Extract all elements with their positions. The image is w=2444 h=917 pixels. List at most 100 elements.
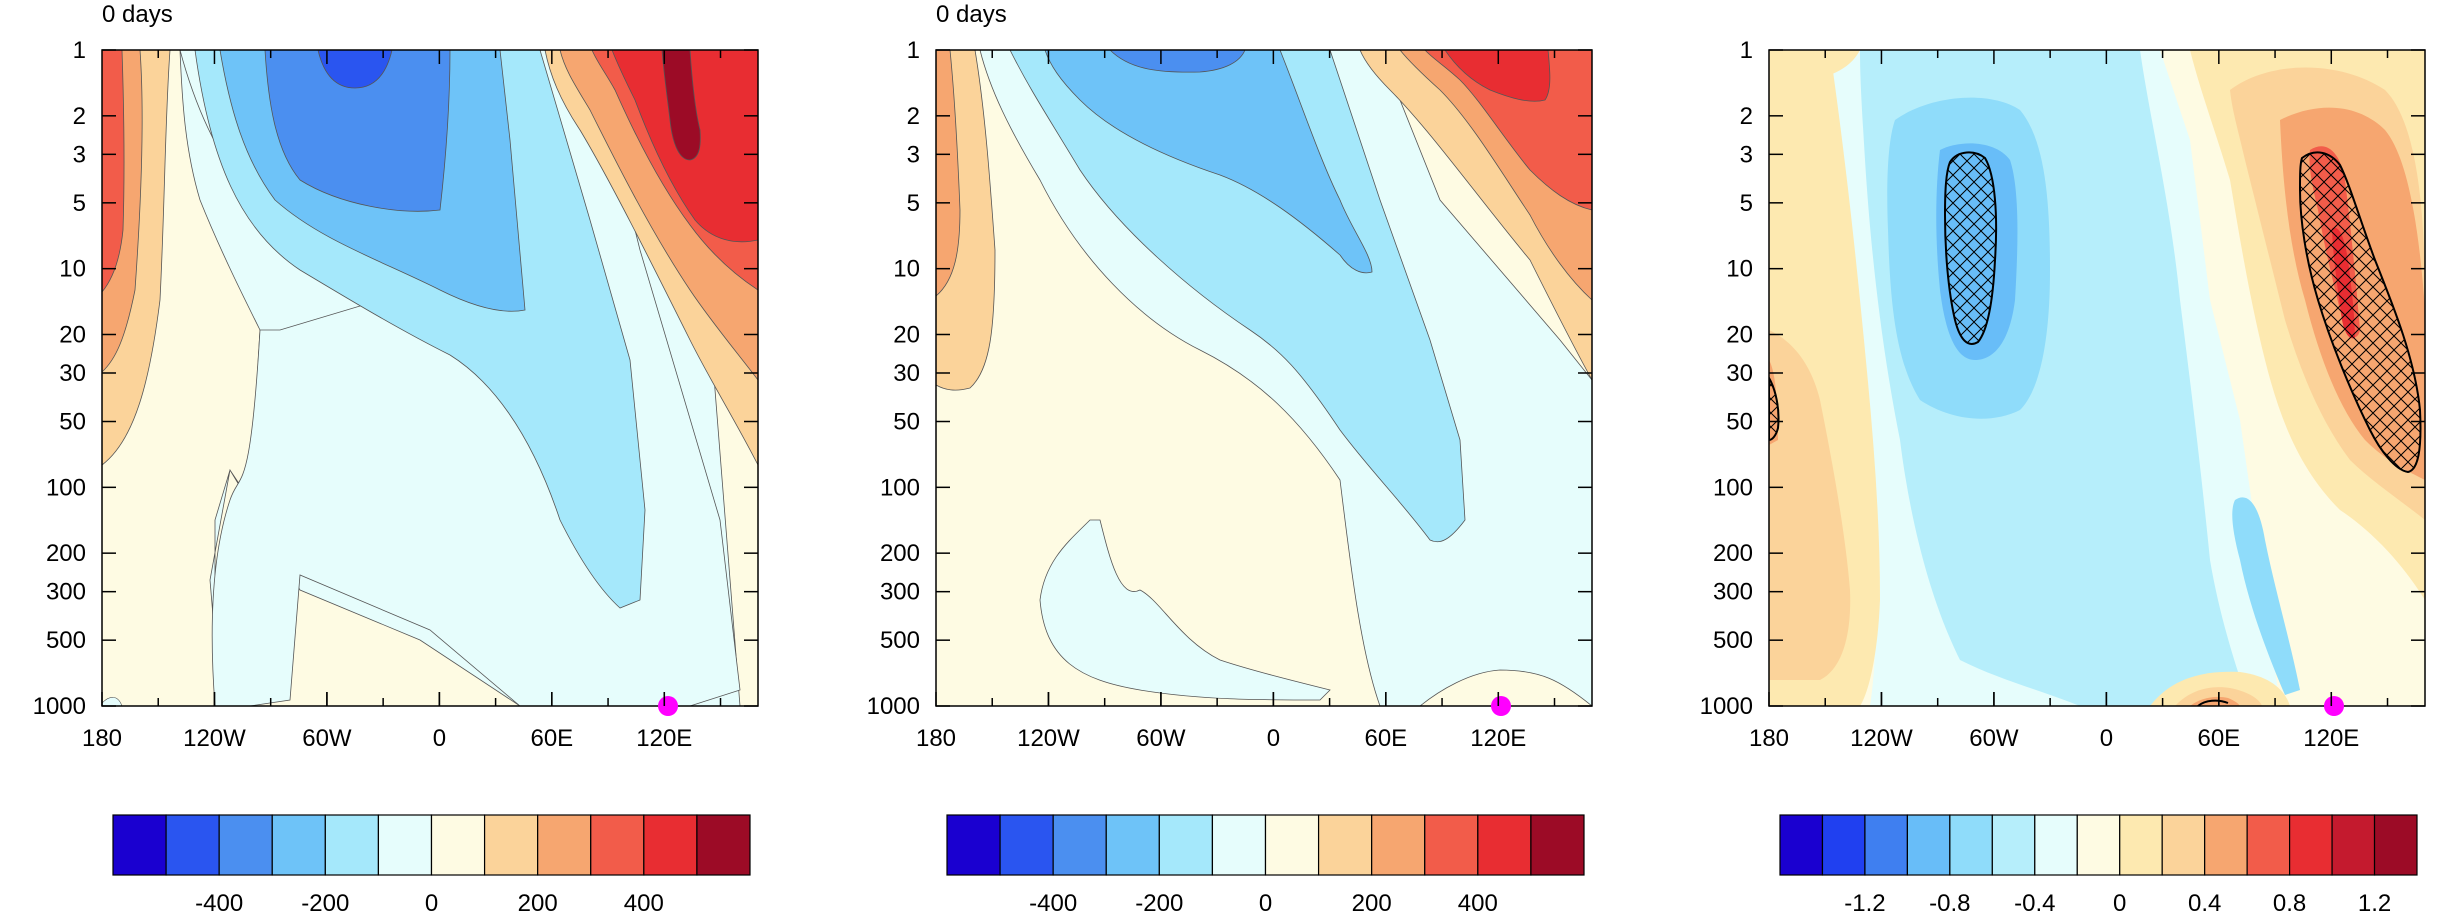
colorbar-swatch xyxy=(2331,814,2376,876)
y-tick-label: 500 xyxy=(880,627,920,654)
colorbar-label: -200 xyxy=(301,890,349,917)
y-tick-label: 1000 xyxy=(867,693,920,720)
colorbar-swatch xyxy=(1991,814,2036,876)
panel-left-title: 0 days xyxy=(102,1,173,28)
colorbar-swatch xyxy=(1264,814,1320,876)
y-tick-label: 1 xyxy=(907,37,920,64)
left-contour-medblue xyxy=(264,50,451,212)
y-tick-label: 30 xyxy=(1726,360,1753,387)
colorbar-label: -1.2 xyxy=(1844,890,1885,917)
x-tick-label: 180 xyxy=(916,725,956,752)
y-tick-label: 100 xyxy=(880,474,920,501)
colorbar-label: 0.4 xyxy=(2188,890,2221,917)
y-tick-label: 10 xyxy=(893,256,920,283)
colorbar-swatch xyxy=(1821,814,1866,876)
y-tick-label: 300 xyxy=(880,579,920,606)
colorbar-swatch xyxy=(1105,814,1160,876)
colorbar-label: 0.8 xyxy=(2273,890,2306,917)
y-tick-label: 300 xyxy=(1713,579,1753,606)
panel-right: 1 2 3 5 10 20 30 50 100 200 300 500 1000 180 120W 60W 0… xyxy=(1700,37,2426,752)
panel-left: 0 days 1 xyxy=(33,1,759,752)
x-tick-label: 60E xyxy=(1364,725,1407,752)
y-tick-label: 3 xyxy=(73,141,86,168)
panel-middle-frame xyxy=(935,49,1593,707)
y-tick-label: 5 xyxy=(73,190,86,217)
panel-right-plot xyxy=(1769,50,2425,706)
colorbar-swatch xyxy=(999,814,1054,876)
x-tick-label: 0 xyxy=(433,725,446,752)
y-tick-label: 500 xyxy=(1713,627,1753,654)
y-tick-label: 1000 xyxy=(1700,693,1753,720)
colorbar-swatch xyxy=(696,814,751,876)
colorbar-label: 400 xyxy=(624,890,664,917)
colorbar-swatch xyxy=(946,814,1001,876)
x-tick-label: 120W xyxy=(183,725,246,752)
panel-left-frame xyxy=(101,49,759,707)
colorbar-label: -400 xyxy=(195,890,243,917)
y-tick-label: 50 xyxy=(893,409,920,436)
panel-left-xticks: 180 120W 60W 0 60E 120E xyxy=(82,50,722,752)
y-tick-label: 20 xyxy=(893,321,920,348)
right-hatch-west xyxy=(1943,151,1998,345)
x-tick-label: 60E xyxy=(530,725,573,752)
y-tick-label: 3 xyxy=(1740,141,1753,168)
y-tick-label: 10 xyxy=(1726,256,1753,283)
colorbar-swatch xyxy=(1211,814,1267,876)
panel-right-xticks: 180 120W 60W 0 60E 120E xyxy=(1749,50,2389,752)
colorbar-swatch xyxy=(430,814,486,876)
middle-contour-paleblue xyxy=(1009,50,1466,543)
y-tick-label: 30 xyxy=(893,360,920,387)
middle-contour-medblue xyxy=(1109,50,1246,73)
colorbar-swatch xyxy=(2246,814,2291,876)
x-tick-label: 120E xyxy=(2303,725,2359,752)
x-tick-label: 120W xyxy=(1017,725,1080,752)
colorbar-swatch xyxy=(271,814,326,876)
colorbar-label: 0 xyxy=(1259,890,1272,917)
panel-right-frame xyxy=(1768,49,2426,707)
colorbar-swatch xyxy=(2289,814,2333,876)
colorbar-swatch xyxy=(218,814,273,876)
panel-middle-plot xyxy=(936,50,1592,706)
right-hatch-east xyxy=(2298,151,2422,474)
middle-contour-crimson xyxy=(1444,50,1551,102)
colorbar-label: 200 xyxy=(518,890,558,917)
panel-left-plot xyxy=(102,50,758,706)
x-tick-label: 180 xyxy=(82,725,122,752)
colorbar-swatch xyxy=(590,814,645,876)
panel-middle-xticks: 180 120W 60W 0 60E 120E xyxy=(916,50,1556,752)
x-tick-label: 0 xyxy=(1267,725,1280,752)
y-tick-label: 200 xyxy=(880,540,920,567)
y-tick-label: 200 xyxy=(1713,540,1753,567)
y-tick-label: 2 xyxy=(907,103,920,130)
left-contour-edge-red xyxy=(102,50,125,293)
x-tick-label: 60W xyxy=(1969,725,2019,752)
panel-right-yticks: 1 2 3 5 10 20 30 50 100 200 300 500 1000 xyxy=(1700,37,2425,720)
y-tick-label: 500 xyxy=(46,627,86,654)
y-tick-label: 1 xyxy=(73,37,86,64)
colorbar-label: 200 xyxy=(1352,890,1392,917)
colorbar-label: -0.8 xyxy=(1929,890,1970,917)
panel-left-marker xyxy=(658,696,678,716)
colorbar-label: -0.4 xyxy=(2014,890,2055,917)
y-tick-label: 100 xyxy=(1713,474,1753,501)
middle-contour-edge-orange xyxy=(936,50,961,297)
colorbar-label: 0 xyxy=(2113,890,2126,917)
colorbar-swatch xyxy=(1158,814,1214,876)
panel-left-yticks: 1 2 3 5 10 20 30 50 100 200 300 500 1000 xyxy=(33,37,758,720)
colorbar-swatch xyxy=(165,814,220,876)
y-tick-label: 2 xyxy=(1740,103,1753,130)
colorbar-swatch xyxy=(643,814,698,876)
panel-right-marker xyxy=(2324,696,2344,716)
colorbar-swatch xyxy=(1317,814,1373,876)
colorbar-left: -400 -200 0 200 400 xyxy=(112,814,751,917)
colorbar-label: 0 xyxy=(425,890,438,917)
colorbar-swatch xyxy=(483,814,539,876)
y-tick-label: 20 xyxy=(1726,321,1753,348)
middle-contour-lightblue xyxy=(1044,50,1373,274)
colorbar-swatch xyxy=(1371,814,1426,876)
left-contour-maroon xyxy=(661,50,701,161)
y-tick-label: 1 xyxy=(1740,37,1753,64)
colorbar-swatch xyxy=(1864,814,1909,876)
